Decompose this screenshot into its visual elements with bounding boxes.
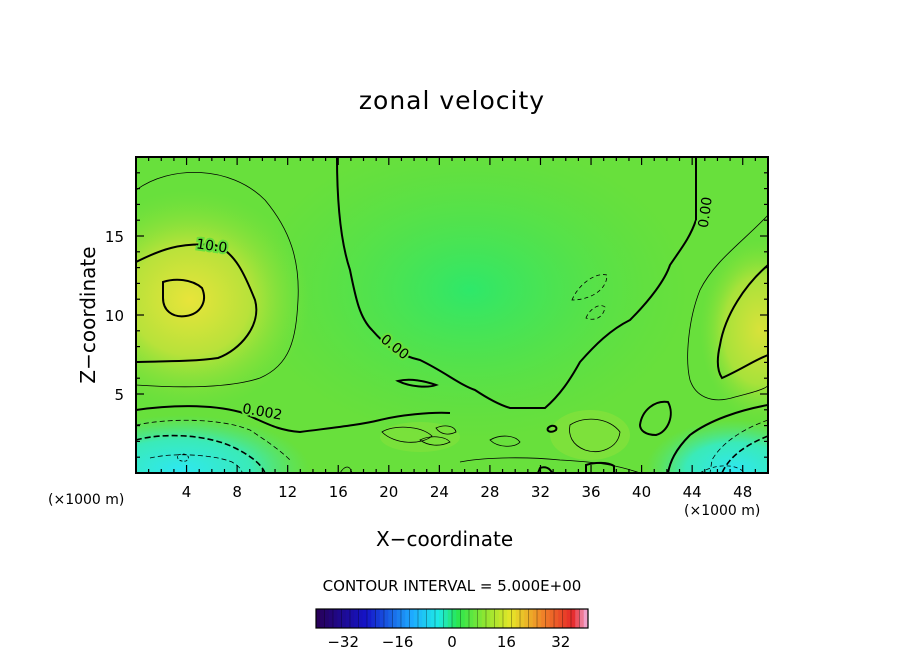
colorbar-cell (388, 609, 393, 628)
x-unit-label-left: (×1000 m) (48, 492, 125, 508)
colorbar-cell (537, 609, 542, 628)
colorbar-cell (413, 609, 419, 628)
colorbar-cell (528, 609, 534, 628)
colorbar-cell (447, 609, 453, 628)
colorbar-cell (579, 609, 585, 628)
x-tick-label: 44 (683, 483, 702, 501)
y-tick-label: 10 (105, 307, 124, 325)
colorbar-cell (435, 609, 440, 628)
colorbar-cell (456, 609, 461, 628)
x-tick-label: 32 (531, 483, 550, 501)
colorbar-cell (532, 609, 538, 628)
colorbar-cell (418, 609, 423, 628)
colorbar-cell (490, 609, 495, 628)
colorbar-cell (371, 609, 376, 628)
x-tick-label: 16 (329, 483, 348, 501)
x-tick-label: 8 (232, 483, 242, 501)
colorbar-cell (452, 609, 457, 628)
x-tick-label: 48 (733, 483, 752, 501)
colorbar-cell (443, 609, 449, 628)
x-unit-label-right: (×1000 m) (684, 503, 761, 519)
colorbar-frame (315, 608, 589, 629)
x-tick-label: 28 (480, 483, 499, 501)
colorbar: −32 −16 0 16 32 (315, 608, 589, 651)
colorbar-tick-label: −32 (327, 633, 359, 651)
colorbar-cell (511, 609, 517, 628)
colorbar-cell (520, 609, 525, 628)
x-tick-label: 36 (581, 483, 600, 501)
colorbar-cell (571, 609, 576, 628)
colorbar-cell (328, 609, 334, 628)
y-tick-label: 15 (105, 228, 124, 246)
colorbar-cell (358, 609, 364, 628)
colorbar-cell (558, 609, 563, 628)
colorbar-cell (503, 609, 508, 628)
colorbar-tick-label: 16 (497, 633, 516, 651)
colorbar-cell (405, 609, 410, 628)
colorbar-tick-label: 0 (447, 633, 457, 651)
x-axis-label: X−coordinate (376, 527, 514, 551)
colorbar-cell (562, 609, 568, 628)
colorbar-cell (507, 609, 512, 628)
x-tick-label: 20 (379, 483, 398, 501)
colorbar-cell (422, 609, 427, 628)
colorbar-cell (541, 609, 546, 628)
colorbar-cell (350, 609, 355, 628)
colorbar-cell (549, 609, 555, 628)
field-layer (136, 157, 768, 473)
contour-interval-label: CONTOUR INTERVAL = 5.000E+00 (322, 577, 582, 595)
contour-label-text: 10.0 (195, 236, 228, 256)
x-tick-label: 40 (632, 483, 651, 501)
colorbar-cell (345, 609, 351, 628)
colorbar-cell (375, 609, 381, 628)
colorbar-cell (384, 609, 389, 628)
colorbar-cell (430, 609, 436, 628)
contour-label: 10.0 (193, 234, 230, 258)
x-tick-label: 24 (430, 483, 449, 501)
contour-lines (136, 157, 768, 473)
colorbar-cell (396, 609, 402, 628)
colorbar-cell (575, 609, 580, 628)
colorbar-cell (477, 609, 483, 628)
colorbar-cell (409, 609, 415, 628)
colorbar-cell (362, 609, 368, 628)
colorbar-tick-label: −16 (382, 633, 414, 651)
chart-title: zonal velocity (358, 86, 546, 115)
y-tick-label: 5 (114, 386, 124, 404)
colorbar-tick-label: 32 (551, 633, 570, 651)
colorbar-cell (426, 609, 432, 628)
colorbar-cell (401, 609, 406, 628)
colorbar-cell (464, 609, 470, 628)
colorbar-cell (469, 609, 474, 628)
colorbar-cell (583, 609, 589, 628)
colorbar-cell (515, 609, 521, 628)
colorbar-cell (341, 609, 347, 628)
colorbar-cell (524, 609, 529, 628)
colorbar-cell (392, 609, 398, 628)
colorbar-cell (316, 609, 321, 628)
colorbar-cell (494, 609, 500, 628)
colorbar-cell (324, 609, 330, 628)
colorbar-cell (354, 609, 359, 628)
colorbar-cell (481, 609, 487, 628)
colorbar-cell (473, 609, 478, 628)
colorbar-cell (333, 609, 338, 628)
colorbar-cell (337, 609, 342, 628)
colorbar-cell (486, 609, 491, 628)
x-tick-label: 12 (278, 483, 297, 501)
colorbar-cell (439, 609, 444, 628)
colorbar-cell (498, 609, 504, 628)
colorbar-cell (367, 609, 372, 628)
colorbar-cell (554, 609, 559, 628)
x-tick-label: 4 (182, 483, 192, 501)
colorbar-cell (545, 609, 551, 628)
colorbar-cell (566, 609, 572, 628)
colorbar-cell (460, 609, 466, 628)
colorbar-cell (379, 609, 385, 628)
colorbar-cell (320, 609, 325, 628)
